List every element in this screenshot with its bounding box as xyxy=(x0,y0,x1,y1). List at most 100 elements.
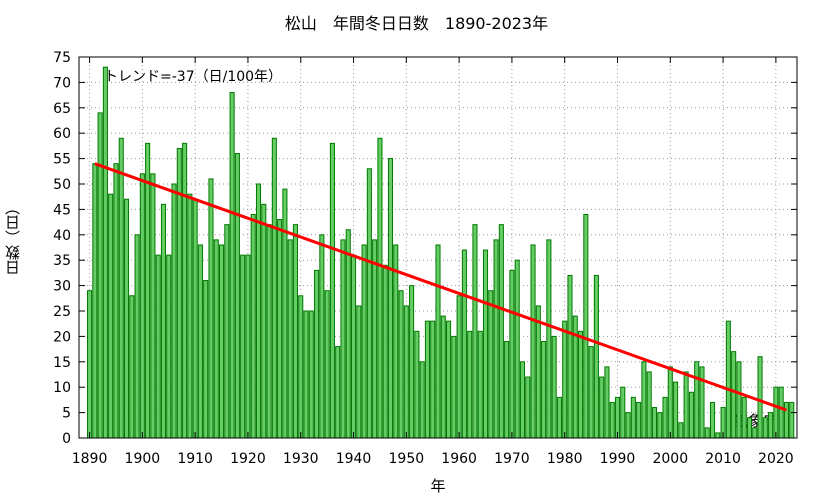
bar-2009 xyxy=(715,432,721,439)
bar-1995 xyxy=(641,361,647,439)
bar-1893 xyxy=(102,66,108,439)
bar-2015 xyxy=(746,417,753,439)
bar-1925 xyxy=(271,137,277,439)
bar-1994 xyxy=(636,401,642,439)
bar-1903 xyxy=(155,254,161,439)
bar-1966 xyxy=(488,290,494,439)
y-tick-label: 0 xyxy=(62,431,71,447)
bar-2021 xyxy=(778,386,784,439)
y-tick-label: 60 xyxy=(53,126,71,142)
bar-1909 xyxy=(187,193,193,439)
x-tick-label: 1980 xyxy=(547,451,583,467)
bar-1938 xyxy=(340,239,346,439)
bar-2011 xyxy=(725,320,731,439)
bar-1974 xyxy=(530,244,536,439)
bar-1902 xyxy=(150,173,156,439)
bar-1945 xyxy=(377,137,383,439)
bar-1948 xyxy=(393,244,399,439)
bar-1979 xyxy=(556,396,562,439)
bar-1981 xyxy=(567,274,573,439)
bar-1997 xyxy=(651,407,657,439)
bar-1942 xyxy=(361,244,367,439)
bar-1924 xyxy=(266,224,272,439)
bar-1897 xyxy=(123,198,130,439)
bar-1960 xyxy=(456,295,462,439)
bar-1913 xyxy=(208,178,214,439)
bar-2017 xyxy=(757,356,763,439)
bar-1934 xyxy=(319,234,325,439)
x-tick-label: 2010 xyxy=(705,451,741,467)
bar-1894 xyxy=(108,193,114,439)
y-tick-label: 65 xyxy=(53,101,71,117)
bar-2020 xyxy=(773,386,779,439)
bar-1964 xyxy=(477,330,483,439)
bar-1955 xyxy=(430,320,436,439)
y-tick-label: 50 xyxy=(53,177,71,193)
bar-1908 xyxy=(182,142,188,439)
bar-1904 xyxy=(160,203,167,439)
plot-frame xyxy=(78,56,798,439)
bar-1929 xyxy=(292,224,298,439)
bar-1996 xyxy=(646,371,652,439)
y-tick-label: 40 xyxy=(53,228,71,244)
bar-1991 xyxy=(620,386,626,439)
bar-1956 xyxy=(435,244,441,439)
y-tick-label: 45 xyxy=(53,202,71,218)
bar-2016 xyxy=(752,427,758,439)
x-tick-label: 1950 xyxy=(389,451,425,467)
bar-series xyxy=(87,66,795,439)
bar-1943 xyxy=(366,168,372,439)
bar-1990 xyxy=(614,396,621,439)
bar-1926 xyxy=(277,219,283,439)
bar-2004 xyxy=(688,391,694,439)
bar-2012 xyxy=(731,351,737,439)
bar-1940 xyxy=(350,254,357,439)
y-tick-label: 25 xyxy=(53,304,71,320)
bar-1933 xyxy=(314,269,320,439)
bar-1936 xyxy=(329,142,335,439)
chart-title: 松山 年間冬日日数 1890-2023年 xyxy=(284,14,549,33)
bar-1921 xyxy=(250,213,256,439)
bar-1959 xyxy=(451,335,457,439)
bar-1919 xyxy=(240,254,246,439)
bar-1972 xyxy=(519,361,526,439)
trend-line-group xyxy=(94,162,787,412)
bar-1987 xyxy=(599,376,605,439)
bar-1986 xyxy=(593,274,599,439)
bar-1930 xyxy=(298,295,304,439)
bar-1950 xyxy=(403,305,409,439)
bar-2019 xyxy=(768,412,774,439)
y-tick-label: 10 xyxy=(53,380,71,396)
bar-1962 xyxy=(467,330,473,439)
axes: 0 5 10 15 20 25 30 35 40 45 50 55 60 65 70 75 1890 1900 19… xyxy=(53,50,798,467)
bar-1935 xyxy=(324,290,330,439)
bar-1914 xyxy=(213,239,219,439)
bar-1978 xyxy=(551,335,557,439)
x-tick-label: 1960 xyxy=(441,451,477,467)
bar-1944 xyxy=(372,239,378,439)
bar-1918 xyxy=(234,153,240,439)
y-tick-label: 15 xyxy=(53,355,71,371)
bar-2022 xyxy=(783,401,789,439)
bar-1954 xyxy=(424,320,430,439)
bar-1952 xyxy=(414,330,420,439)
bar-1970 xyxy=(509,269,515,439)
bar-1910 xyxy=(192,198,198,439)
bar-1999 xyxy=(662,396,668,439)
y-tick-label: 30 xyxy=(53,279,71,295)
bar-1899 xyxy=(134,234,140,439)
bar-1915 xyxy=(219,244,225,439)
bar-1932 xyxy=(308,310,314,439)
bar-1965 xyxy=(482,249,489,439)
bar-2001 xyxy=(673,381,679,439)
bar-1975 xyxy=(535,305,541,439)
bar-1976 xyxy=(541,340,547,439)
x-tick-label: 1940 xyxy=(336,451,372,467)
bar-1917 xyxy=(229,92,235,439)
bar-1971 xyxy=(514,259,520,439)
bar-1947 xyxy=(387,158,394,439)
bar-1977 xyxy=(546,239,552,439)
bar-2007 xyxy=(704,427,710,439)
x-tick-label: 1970 xyxy=(494,451,530,467)
